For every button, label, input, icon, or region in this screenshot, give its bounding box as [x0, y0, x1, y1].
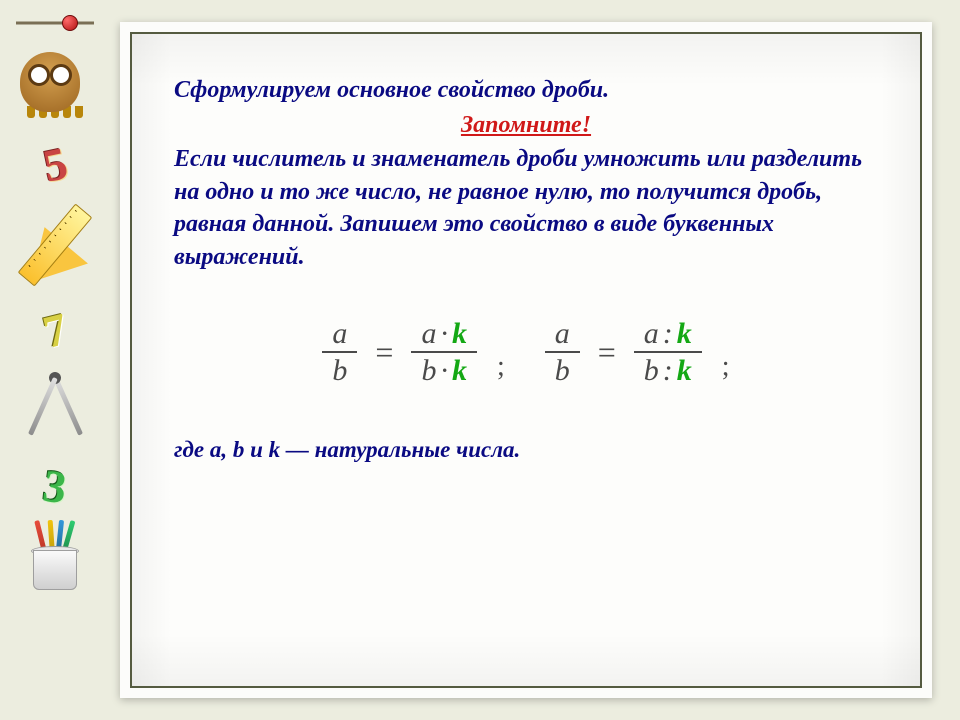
pencil-cup-icon: [23, 532, 87, 590]
frame-outer: Сформулируем основное свойство дроби. За…: [120, 22, 932, 698]
content-panel: Сформулируем основное свойство дроби. За…: [130, 32, 922, 688]
equation-divide: a b = a:k b:k ;: [545, 316, 730, 389]
semicolon: ;: [720, 351, 730, 383]
equals-sign: =: [375, 334, 393, 371]
var-b: b: [332, 354, 347, 387]
ruler-triangle-icon: [20, 206, 90, 286]
owl-icon: [20, 52, 90, 120]
digit-3-icon: 3: [27, 457, 83, 513]
footnote-text: где a, b и k — натуральные числа.: [174, 437, 878, 463]
var-k: k: [452, 317, 467, 350]
fraction-ab-1: a b: [322, 316, 357, 389]
sidebar-decor: 5 7 3: [0, 0, 110, 720]
equals-sign: =: [598, 334, 616, 371]
digit-7-icon: 7: [25, 299, 86, 360]
bead-bar-icon: [10, 12, 100, 34]
semicolon: ;: [495, 351, 505, 383]
equation-multiply: a b = a·k b·k ;: [322, 316, 504, 389]
intro-line: Сформулируем основное свойство дроби.: [174, 74, 878, 106]
main-area: Сформулируем основное свойство дроби. За…: [110, 0, 960, 720]
fraction-ak-bk-div: a:k b:k: [634, 316, 702, 389]
digit-5-icon: 5: [25, 133, 84, 192]
fraction-ab-2: a b: [545, 316, 580, 389]
compass-icon: [25, 372, 85, 442]
bead-icon: [62, 15, 78, 31]
var-a: a: [332, 317, 347, 350]
fraction-ak-bk-mult: a·k b·k: [411, 316, 477, 389]
body-paragraph: Если числитель и знаменатель дроби умнож…: [174, 143, 878, 274]
remember-label: Запомните!: [174, 112, 878, 139]
formula-row: a b = a·k b·k ;: [174, 316, 878, 389]
